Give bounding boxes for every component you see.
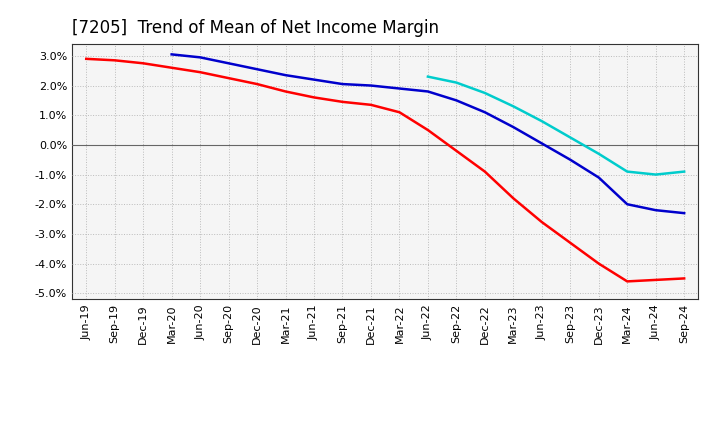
3 Years	[652, 277, 660, 282]
3 Years	[423, 128, 432, 133]
3 Years	[452, 148, 461, 154]
5 Years	[196, 55, 204, 60]
5 Years	[338, 81, 347, 87]
3 Years	[566, 240, 575, 246]
Line: 5 Years: 5 Years	[171, 55, 684, 213]
5 Years	[595, 175, 603, 180]
5 Years	[480, 110, 489, 115]
3 Years	[595, 261, 603, 266]
3 Years	[253, 81, 261, 87]
5 Years	[253, 66, 261, 72]
7 Years	[509, 104, 518, 109]
7 Years	[652, 172, 660, 177]
7 Years	[680, 169, 688, 174]
5 Years	[537, 141, 546, 146]
7 Years	[537, 118, 546, 124]
Line: 3 Years: 3 Years	[86, 59, 684, 282]
3 Years	[338, 99, 347, 105]
3 Years	[139, 61, 148, 66]
Line: 7 Years: 7 Years	[428, 77, 684, 175]
5 Years	[395, 86, 404, 91]
3 Years	[395, 110, 404, 115]
3 Years	[196, 70, 204, 75]
5 Years	[310, 77, 318, 82]
7 Years	[480, 90, 489, 95]
3 Years	[225, 76, 233, 81]
5 Years	[423, 89, 432, 94]
7 Years	[566, 135, 575, 140]
5 Years	[509, 125, 518, 130]
7 Years	[452, 80, 461, 85]
Legend: 3 Years, 5 Years, 7 Years, 10 Years: 3 Years, 5 Years, 7 Years, 10 Years	[174, 438, 597, 440]
7 Years	[623, 169, 631, 174]
3 Years	[167, 65, 176, 70]
3 Years	[82, 56, 91, 62]
5 Years	[680, 210, 688, 216]
5 Years	[225, 61, 233, 66]
5 Years	[623, 202, 631, 207]
3 Years	[680, 276, 688, 281]
3 Years	[366, 102, 375, 107]
5 Years	[652, 208, 660, 213]
7 Years	[423, 74, 432, 79]
5 Years	[566, 157, 575, 162]
3 Years	[110, 58, 119, 63]
3 Years	[537, 220, 546, 225]
5 Years	[366, 83, 375, 88]
3 Years	[310, 95, 318, 100]
3 Years	[480, 169, 489, 174]
3 Years	[282, 89, 290, 94]
5 Years	[452, 98, 461, 103]
3 Years	[623, 279, 631, 284]
5 Years	[282, 73, 290, 78]
Text: [7205]  Trend of Mean of Net Income Margin: [7205] Trend of Mean of Net Income Margi…	[72, 19, 439, 37]
3 Years	[509, 196, 518, 201]
5 Years	[167, 52, 176, 57]
7 Years	[595, 151, 603, 157]
